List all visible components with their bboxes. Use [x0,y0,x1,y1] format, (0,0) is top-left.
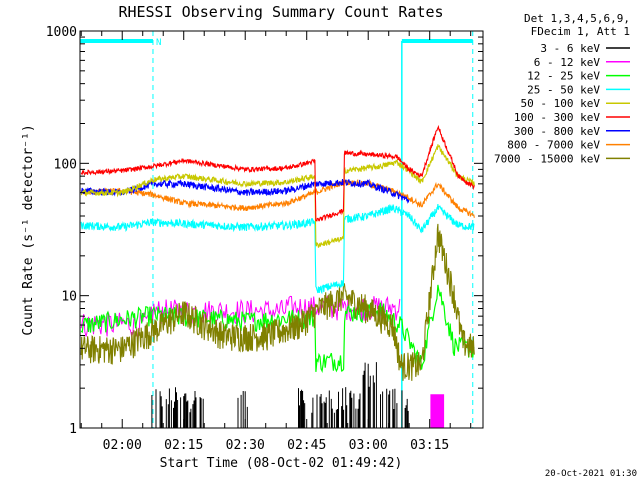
legend-label-7: 800 - 7000 keV [507,139,600,152]
y-tick-label-2: 100 [54,157,77,172]
series-layer [80,124,475,428]
series-7000-15000kev-kev [80,223,475,381]
legend-label-1: 6 - 12 keV [534,56,601,69]
axis-layer: 1 10 100 1000 02:00 02:15 02:30 02:45 03:00 03:15 [46,25,483,453]
series-100-300kev-kev [80,124,475,222]
legend-label-0: 3 - 6 keV [540,42,600,55]
legend-label-3: 25 - 50 keV [527,83,600,96]
legend-label-2: 12 - 25 keV [527,70,600,83]
series-800-7000kev-kev [80,178,475,218]
series-6-12-kev-bars [430,394,445,428]
chart-title: RHESSI Observing Summary Count Rates [118,3,443,21]
series-7000-15000kev-kev-line [80,223,475,381]
series-50-100kev-kev [80,144,475,249]
legend-label-6: 300 - 800 keV [514,125,600,138]
plot-frame [79,30,484,429]
legend: Det 1,3,4,5,6,9,FDecim 1, Att 1 3 - 6 keV… [494,12,630,165]
flag-label-n: N [156,38,161,48]
x-tick-label-4: 03:00 [349,438,388,453]
series-12-25-kev-line [80,284,475,373]
series-12-25-kev [80,284,475,373]
x-axis-label: Start Time (08-Oct-02 01:49:42) [160,456,403,471]
x-tick-label-5: 03:15 [410,438,449,453]
y-tick-label-1: 10 [61,290,77,305]
series-3-6-kev [151,362,409,428]
series-800-7000kev-kev-line [80,178,475,218]
series-25-50kev-kev-line [80,204,475,295]
legend-label-8: 7000 - 15000 keV [494,152,600,165]
y-axis-label: Count Rate (s⁻¹ detector⁻¹) [21,124,36,335]
legend-label-4: 50 - 100 keV [521,97,601,110]
series-100-300kev-kev-line [80,124,475,222]
series-50-100kev-kev-line [80,144,475,249]
legend-header-0: Det 1,3,4,5,6,9, [524,12,630,25]
series-25-50kev-kev [80,204,475,295]
y-tick-label-0: 1 [69,422,77,437]
legend-label-5: 100 - 300 keV [514,111,600,124]
x-tick-label-3: 02:45 [287,438,326,453]
footer-date: 20-Oct-2021 01:30 [545,469,637,479]
x-tick-label-2: 02:30 [226,438,265,453]
flag-layer: N [80,31,474,428]
x-tick-label-1: 02:15 [164,438,203,453]
series-3-6-kev-bars [151,362,409,428]
legend-header-1: FDecim 1, Att 1 [531,25,630,38]
y-tick-label-3: 1000 [46,25,77,40]
x-tick-label-0: 02:00 [103,438,142,453]
